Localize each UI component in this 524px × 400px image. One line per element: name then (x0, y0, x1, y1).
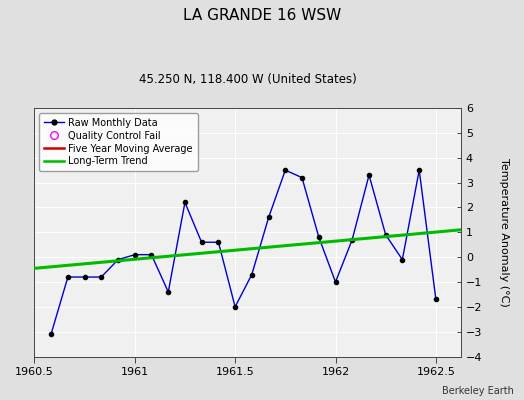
Text: LA GRANDE 16 WSW: LA GRANDE 16 WSW (183, 8, 341, 23)
Y-axis label: Temperature Anomaly (°C): Temperature Anomaly (°C) (499, 158, 509, 307)
Legend: Raw Monthly Data, Quality Control Fail, Five Year Moving Average, Long-Term Tren: Raw Monthly Data, Quality Control Fail, … (39, 113, 198, 171)
Text: Berkeley Earth: Berkeley Earth (442, 386, 514, 396)
Title: 45.250 N, 118.400 W (United States): 45.250 N, 118.400 W (United States) (139, 73, 356, 86)
